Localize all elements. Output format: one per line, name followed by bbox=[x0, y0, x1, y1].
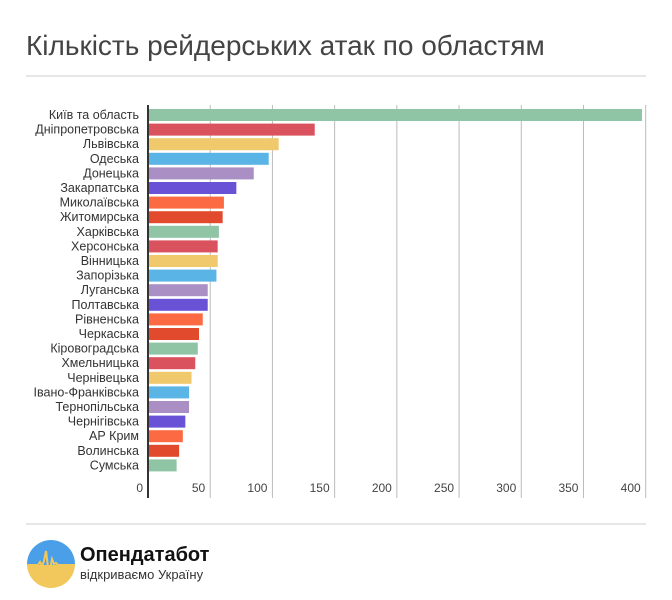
x-tick-label: 250 bbox=[434, 481, 454, 495]
bar bbox=[148, 357, 196, 370]
bar bbox=[148, 196, 224, 209]
category-label: Івано-Франківська bbox=[34, 385, 140, 399]
opendatabot-logo-icon bbox=[27, 540, 75, 588]
x-tick-label: 350 bbox=[558, 481, 578, 495]
brand-name: Опендатабот bbox=[80, 544, 210, 566]
bar bbox=[148, 444, 180, 457]
bar bbox=[148, 225, 219, 238]
category-label: Хмельницька bbox=[61, 356, 139, 370]
category-label: Запорізька bbox=[76, 269, 139, 283]
title-divider bbox=[26, 75, 646, 77]
x-tick-label: 150 bbox=[310, 481, 330, 495]
category-label: Чернівецька bbox=[67, 371, 139, 385]
bar bbox=[148, 313, 203, 326]
category-label: Рівненська bbox=[75, 312, 139, 326]
bar bbox=[148, 182, 237, 194]
category-label: Чернігівська bbox=[68, 415, 139, 429]
x-tick-label: 50 bbox=[192, 481, 206, 495]
bar bbox=[148, 342, 198, 355]
bar bbox=[148, 401, 190, 413]
category-label: Вінницька bbox=[81, 254, 139, 268]
category-label: Миколаївська bbox=[60, 196, 139, 210]
bar bbox=[148, 152, 269, 165]
category-label: Волинська bbox=[77, 444, 139, 458]
brand-tagline: відкриваємо Україну bbox=[80, 567, 204, 582]
bar bbox=[148, 240, 218, 253]
category-label: Львівська bbox=[83, 137, 139, 151]
bar bbox=[148, 430, 183, 443]
bar bbox=[148, 284, 208, 297]
category-label: Одеська bbox=[90, 152, 139, 166]
bar bbox=[148, 109, 642, 121]
category-label: Херсонська bbox=[71, 239, 139, 253]
x-tick-label: 300 bbox=[496, 481, 516, 495]
chart-title: Кількість рейдерських атак по областям bbox=[26, 30, 545, 61]
bar bbox=[148, 298, 208, 311]
category-label: Черкаська bbox=[79, 327, 139, 341]
category-label: Кіровоградська bbox=[50, 342, 139, 356]
category-label: Сумська bbox=[90, 458, 139, 472]
bar bbox=[148, 371, 192, 384]
category-label: Тернопільська bbox=[55, 400, 139, 414]
category-label: Харківська bbox=[77, 225, 139, 239]
category-label: Закарпатська bbox=[60, 181, 139, 195]
x-tick-label: 400 bbox=[621, 481, 641, 495]
x-tick-label: 200 bbox=[372, 481, 392, 495]
bar bbox=[148, 386, 190, 399]
bar bbox=[148, 123, 315, 136]
category-label: Житомирська bbox=[60, 210, 139, 224]
category-label: Луганська bbox=[81, 283, 139, 297]
bar bbox=[148, 269, 217, 282]
bar bbox=[148, 328, 200, 340]
category-label: Полтавська bbox=[72, 298, 139, 312]
bar bbox=[148, 255, 218, 267]
bar bbox=[148, 459, 177, 472]
footer-divider bbox=[26, 523, 646, 525]
bar bbox=[148, 415, 186, 428]
bar bbox=[148, 167, 254, 180]
category-label: Дніпропетровська bbox=[35, 123, 139, 137]
category-label: АР Крим bbox=[89, 429, 139, 443]
x-tick-label: 100 bbox=[247, 481, 267, 495]
bar bbox=[148, 138, 279, 151]
x-tick-label: 0 bbox=[136, 481, 143, 495]
bar bbox=[148, 211, 223, 224]
category-label: Донецька bbox=[83, 166, 139, 180]
category-label: Київ та область bbox=[49, 108, 139, 122]
